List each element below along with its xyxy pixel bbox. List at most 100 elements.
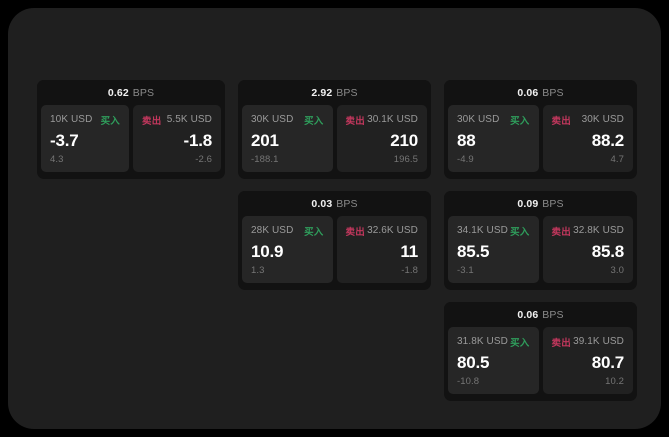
card-column-1: 0.62 BPS 10K USD 买入 -3.7 4.3 卖出 [37,80,225,179]
spread-card[interactable]: 0.03 BPS 28K USD 买入 10.9 1.3 卖出 [238,191,431,290]
buy-size: 31.8K USD [457,336,508,347]
buy-tag: 买入 [510,115,530,127]
sell-panel-header: 卖出 39.1K USD [551,335,625,349]
sell-price: 210 [390,131,418,150]
buy-delta: -4.9 [457,154,474,165]
spread-card[interactable]: 0.62 BPS 10K USD 买入 -3.7 4.3 卖出 [37,80,225,179]
bps-value: 0.09 [517,197,539,210]
buy-delta: -10.8 [457,376,480,387]
card-header: 0.06 BPS [444,80,637,105]
buy-panel-header: 30K USD 买入 [457,113,530,127]
buy-price: 85.5 [457,242,490,261]
card-header: 0.06 BPS [444,302,637,327]
card-body: 28K USD 买入 10.9 1.3 卖出 32.6K USD 11 -1.8 [238,216,431,286]
sell-delta: 10.2 [605,376,624,387]
sell-tag: 卖出 [551,337,571,349]
sell-size: 30.1K USD [367,114,418,125]
buy-panel[interactable]: 30K USD 买入 88 -4.9 [448,105,539,172]
sell-panel-header: 卖出 32.8K USD [551,224,625,238]
buy-tag: 买入 [100,115,120,127]
sell-panel-header: 卖出 30.1K USD [345,113,419,127]
buy-price: 88 [457,131,476,150]
sell-price: 85.8 [591,242,624,261]
sell-size: 32.8K USD [573,225,624,236]
buy-panel-header: 10K USD 买入 [50,113,120,127]
buy-panel[interactable]: 28K USD 买入 10.9 1.3 [242,216,333,283]
sell-price: 80.7 [591,353,624,372]
buy-panel[interactable]: 34.1K USD 买入 85.5 -3.1 [448,216,539,283]
buy-tag: 买入 [510,226,530,238]
buy-size: 10K USD [50,114,93,125]
bps-value: 0.06 [517,308,539,321]
sell-panel[interactable]: 卖出 39.1K USD 80.7 10.2 [542,327,633,394]
card-column-2: 2.92 BPS 30K USD 买入 201 -188.1 卖出 [238,80,431,290]
bps-unit: BPS [132,86,155,99]
buy-delta: -3.1 [457,265,474,276]
buy-size: 34.1K USD [457,225,508,236]
bps-value: 0.62 [107,86,129,99]
buy-tag: 买入 [304,226,324,238]
bps-value: 0.06 [517,86,539,99]
buy-panel[interactable]: 10K USD 买入 -3.7 4.3 [41,105,129,172]
buy-delta: -188.1 [251,154,279,165]
sell-tag: 卖出 [345,115,365,127]
buy-panel[interactable]: 30K USD 买入 201 -188.1 [242,105,333,172]
sell-delta: 3.0 [610,265,624,276]
buy-price: 201 [251,131,279,150]
sell-delta: -2.6 [195,154,212,165]
sell-panel-header: 卖出 5.5K USD [142,113,212,127]
spread-card[interactable]: 0.06 BPS 30K USD 买入 88 -4.9 卖出 [444,80,637,179]
sell-panel-header: 卖出 30K USD [552,113,625,127]
sell-price: 88.2 [591,131,624,150]
spread-card[interactable]: 0.09 BPS 34.1K USD 买入 85.5 -3.1 卖出 [444,191,637,290]
bps-unit: BPS [336,86,358,99]
sell-panel[interactable]: 卖出 5.5K USD -1.8 -2.6 [133,105,221,172]
spread-card[interactable]: 0.06 BPS 31.8K USD 买入 80.5 -10.8 卖 [444,302,637,401]
buy-delta: 1.3 [251,265,265,276]
buy-panel-header: 34.1K USD 买入 [457,224,530,238]
sell-tag: 卖出 [142,115,162,127]
buy-tag: 买入 [510,337,530,349]
card-body: 34.1K USD 买入 85.5 -3.1 卖出 32.8K USD 85.8… [444,216,637,286]
buy-size: 30K USD [251,114,294,125]
buy-panel-header: 28K USD 买入 [251,224,324,238]
spread-card[interactable]: 2.92 BPS 30K USD 买入 201 -188.1 卖出 [238,80,431,179]
buy-price: -3.7 [50,131,79,150]
buy-panel-header: 31.8K USD 买入 [457,335,530,349]
sell-delta: 196.5 [393,154,418,165]
sell-tag: 卖出 [345,226,365,238]
buy-size: 28K USD [251,225,294,236]
card-header: 0.62 BPS [37,80,225,105]
bps-unit: BPS [336,197,358,210]
card-header: 0.09 BPS [444,191,637,216]
buy-tag: 买入 [304,115,324,127]
sell-panel[interactable]: 卖出 32.8K USD 85.8 3.0 [542,216,633,283]
sell-panel[interactable]: 卖出 32.6K USD 11 -1.8 [336,216,427,283]
sell-tag: 卖出 [551,226,571,238]
card-header: 2.92 BPS [238,80,431,105]
spread-card-grid: 0.62 BPS 10K USD 买入 -3.7 4.3 卖出 [37,80,638,401]
sell-size: 30K USD [581,114,624,125]
bps-unit: BPS [542,308,564,321]
card-header: 0.03 BPS [238,191,431,216]
bps-unit: BPS [542,197,564,210]
sell-size: 5.5K USD [166,114,212,125]
sell-size: 39.1K USD [573,336,624,347]
buy-price: 10.9 [251,242,284,261]
app-surface: 0.62 BPS 10K USD 买入 -3.7 4.3 卖出 [8,8,661,429]
buy-price: 80.5 [457,353,490,372]
buy-delta: 4.3 [50,154,64,165]
buy-panel-header: 30K USD 买入 [251,113,324,127]
sell-panel[interactable]: 卖出 30.1K USD 210 196.5 [336,105,427,172]
bps-value: 0.03 [311,197,333,210]
sell-delta: 4.7 [610,154,624,165]
card-body: 30K USD 买入 88 -4.9 卖出 30K USD 88.2 4.7 [444,105,637,175]
buy-panel[interactable]: 31.8K USD 买入 80.5 -10.8 [448,327,539,394]
sell-price: 11 [400,242,418,261]
sell-panel[interactable]: 卖出 30K USD 88.2 4.7 [542,105,633,172]
sell-delta: -1.8 [401,265,418,276]
card-column-3: 0.06 BPS 30K USD 买入 88 -4.9 卖出 [444,80,637,401]
card-body: 10K USD 买入 -3.7 4.3 卖出 5.5K USD -1.8 -2.… [37,105,225,175]
card-body: 31.8K USD 买入 80.5 -10.8 卖出 39.1K USD 80.… [444,327,637,397]
sell-panel-header: 卖出 32.6K USD [345,224,419,238]
